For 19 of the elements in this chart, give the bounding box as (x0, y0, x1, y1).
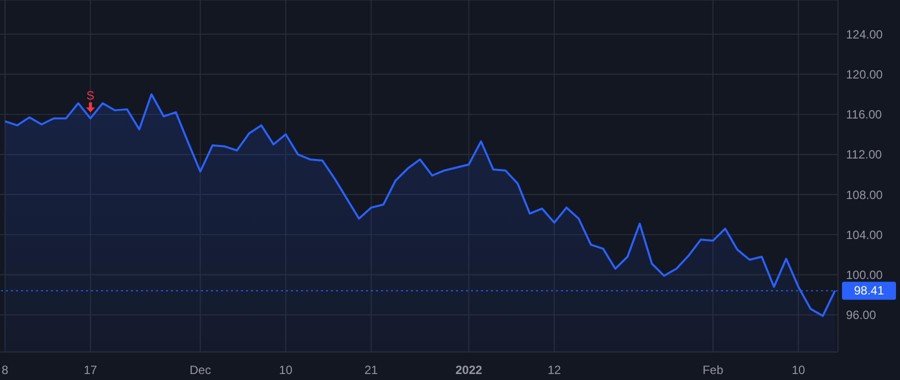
y-tick-label: 112.00 (846, 148, 882, 162)
y-tick-label: 104.00 (846, 228, 884, 242)
x-tick-label: 10 (279, 363, 293, 377)
x-tick-label: Feb (702, 363, 724, 377)
ref-line-label: 98.41 (854, 284, 884, 298)
y-tick-label: 116.00 (846, 108, 882, 122)
annotation: S (86, 88, 94, 102)
x-tick-label: 10 (792, 363, 806, 377)
y-tick-label: 96.00 (846, 308, 876, 322)
x-tick-label: Dec (190, 363, 211, 377)
x-tick-label: 21 (364, 363, 378, 377)
x-tick-label: 12 (548, 363, 562, 377)
y-tick-label: 108.00 (846, 188, 884, 202)
x-tick-label: 2022 (455, 363, 482, 377)
y-tick-label: 124.00 (846, 27, 884, 42)
x-tick-label: 8 (2, 363, 9, 377)
x-tick-label: 17 (84, 363, 98, 377)
y-tick-label: 120.00 (846, 67, 884, 82)
y-tick-label: 100.00 (846, 268, 884, 282)
